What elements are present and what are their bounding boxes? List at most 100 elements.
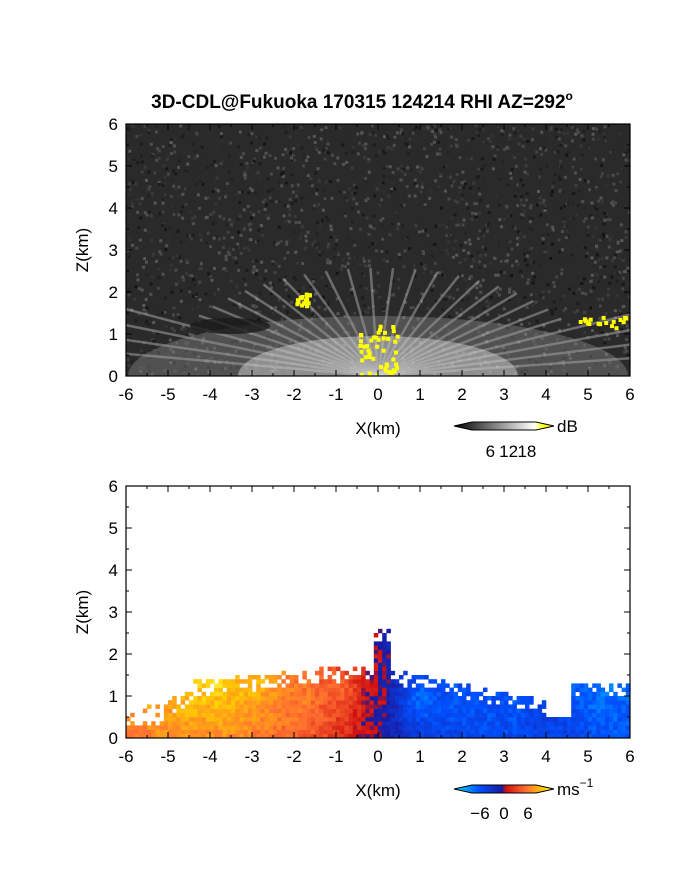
velocity-cell	[373, 662, 379, 667]
velocity-cell	[462, 704, 467, 709]
noise-pixel	[329, 287, 333, 291]
noise-pixel	[486, 304, 490, 308]
noise-pixel	[297, 167, 301, 171]
velocity-cell	[348, 696, 354, 701]
velocity-cell	[457, 712, 463, 718]
velocity-cell	[344, 683, 349, 688]
velocity-cell	[294, 725, 299, 730]
noise-pixel	[481, 278, 485, 282]
noise-pixel	[441, 223, 445, 227]
noise-pixel	[196, 154, 199, 158]
velocity-cell	[222, 725, 228, 730]
strong-echo-pixel	[305, 294, 310, 299]
noise-pixel	[276, 332, 280, 336]
velocity-cell	[621, 733, 627, 738]
noise-pixel	[267, 213, 271, 217]
noise-pixel	[565, 224, 569, 228]
velocity-cell	[491, 733, 496, 738]
velocity-cell	[344, 691, 349, 697]
velocity-cell	[348, 725, 354, 730]
velocity-cell	[411, 725, 417, 730]
velocity-cell	[512, 725, 517, 730]
noise-pixel	[549, 370, 553, 374]
noise-pixel	[334, 341, 338, 345]
noise-pixel	[329, 228, 333, 232]
velocity-cell	[176, 704, 181, 709]
strong-echo-pixel	[381, 348, 386, 353]
velocity-cell	[411, 733, 417, 738]
velocity-cell	[281, 704, 286, 709]
noise-pixel	[549, 365, 552, 369]
noise-pixel	[451, 363, 455, 367]
noise-pixel	[274, 368, 278, 372]
noise-pixel	[209, 213, 213, 216]
velocity-cell	[235, 717, 240, 722]
velocity-colorbar-tick: 0	[499, 804, 508, 823]
noise-pixel	[297, 289, 301, 293]
noise-pixel	[251, 260, 255, 263]
velocity-cell	[298, 696, 303, 701]
velocity-cell	[361, 683, 366, 688]
noise-pixel	[469, 275, 473, 279]
noise-pixel	[567, 352, 571, 356]
noise-pixel	[528, 360, 532, 364]
velocity-cell	[239, 687, 244, 693]
velocity-cell	[163, 721, 169, 726]
velocity-cell	[592, 721, 597, 726]
velocity-cell	[235, 675, 240, 680]
noise-pixel	[478, 229, 482, 233]
noise-pixel	[380, 250, 384, 253]
noise-pixel	[415, 129, 419, 133]
velocity-cell	[432, 679, 438, 684]
velocity-cell	[407, 712, 412, 718]
velocity-cell	[390, 696, 396, 701]
noise-pixel	[236, 365, 240, 369]
noise-pixel	[528, 358, 532, 362]
velocity-cell	[373, 687, 379, 693]
noise-pixel	[226, 358, 230, 362]
velocity-cell	[264, 712, 270, 718]
noise-pixel	[353, 312, 357, 315]
velocity-cell	[546, 725, 551, 730]
noise-pixel	[387, 137, 391, 140]
noise-pixel	[368, 224, 372, 228]
velocity-cell	[247, 696, 253, 701]
velocity-cell	[512, 721, 517, 726]
noise-pixel	[587, 143, 591, 147]
beam	[227, 297, 379, 376]
noise-pixel	[470, 192, 474, 196]
noise-pixel	[399, 178, 403, 182]
strong-echo-pixel	[378, 328, 382, 333]
velocity-cell	[457, 725, 463, 730]
noise-pixel	[425, 155, 429, 159]
velocity-cell	[331, 721, 337, 726]
velocity-cell	[373, 670, 379, 676]
velocity-cell	[609, 729, 614, 735]
velocity-cell	[285, 700, 291, 705]
velocity-cell	[344, 717, 349, 722]
noise-pixel	[313, 298, 316, 302]
velocity-cell	[268, 691, 274, 697]
intensity-xtick-label: -4	[202, 385, 217, 404]
velocity-cell	[184, 696, 190, 701]
noise-pixel	[608, 352, 612, 356]
noise-pixel	[396, 227, 399, 231]
noise-pixel	[254, 132, 258, 136]
velocity-cell	[625, 729, 630, 735]
noise-pixel	[528, 220, 532, 224]
velocity-ytick-label: 2	[109, 645, 118, 664]
velocity-cell	[336, 687, 341, 693]
noise-pixel	[339, 367, 343, 371]
noise-pixel	[379, 301, 383, 305]
noise-pixel	[473, 202, 477, 206]
noise-pixel	[186, 334, 190, 338]
noise-pixel	[479, 321, 483, 325]
noise-pixel	[318, 343, 322, 347]
velocity-cell	[541, 729, 547, 735]
noise-pixel	[233, 294, 237, 298]
noise-pixel	[211, 190, 215, 193]
velocity-cell	[352, 666, 358, 672]
noise-pixel	[172, 306, 176, 310]
noise-pixel	[486, 312, 490, 316]
noise-pixel	[426, 246, 429, 250]
